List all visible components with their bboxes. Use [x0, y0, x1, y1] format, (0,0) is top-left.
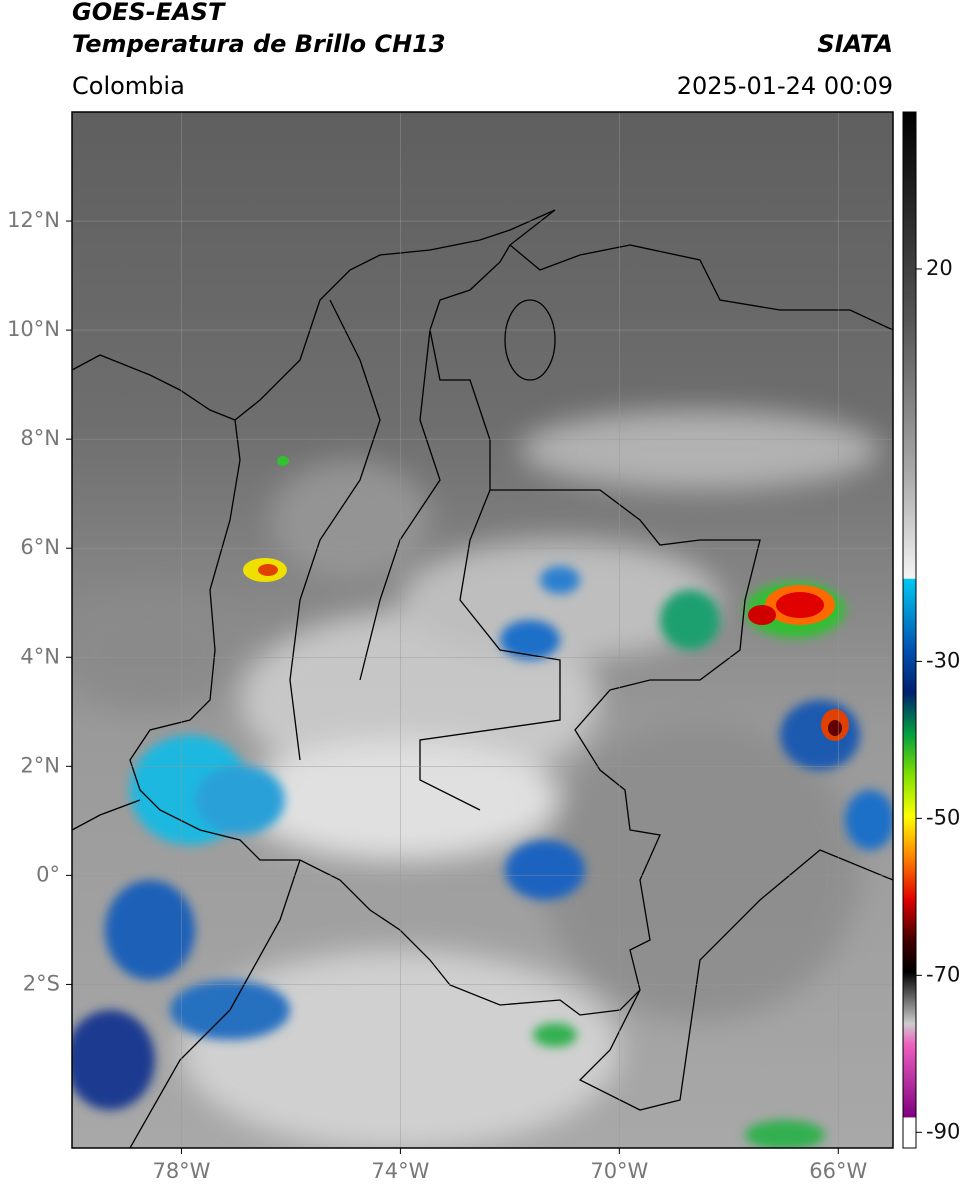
x-tick-label: 74°W — [371, 1159, 429, 1183]
y-tick-label: 0° — [36, 862, 60, 886]
source: SIATA — [817, 30, 893, 58]
colorbar-tick-label: -30 — [926, 648, 960, 672]
x-tick-label: 70°W — [590, 1159, 648, 1183]
satellite-image — [72, 112, 893, 1148]
colorbar — [902, 111, 917, 1149]
y-tick-label: 8°N — [20, 426, 60, 450]
y-tick-label: 2°N — [20, 753, 60, 777]
y-tick-label: 6°N — [20, 535, 60, 559]
y-tick-label: 10°N — [7, 317, 60, 341]
datetime: 2025-01-24 00:09 — [677, 72, 893, 100]
colorbar-tick-label: -50 — [926, 805, 960, 829]
y-tick-label: 4°N — [20, 644, 60, 668]
subtitle: Temperatura de Brillo CH13 — [72, 30, 446, 58]
colorbar-tick-label: -90 — [926, 1119, 960, 1143]
x-tick-label: 78°W — [152, 1159, 210, 1183]
region: Colombia — [72, 72, 185, 100]
x-tick-label: 66°W — [809, 1159, 867, 1183]
y-tick-label: 2°S — [23, 971, 60, 995]
title: GOES-EAST — [72, 0, 226, 26]
colorbar-tick-label: -70 — [926, 962, 960, 986]
colorbar-tick-label: 20 — [926, 256, 953, 280]
y-tick-label: 12°N — [7, 208, 60, 232]
map-frame — [71, 111, 894, 1149]
